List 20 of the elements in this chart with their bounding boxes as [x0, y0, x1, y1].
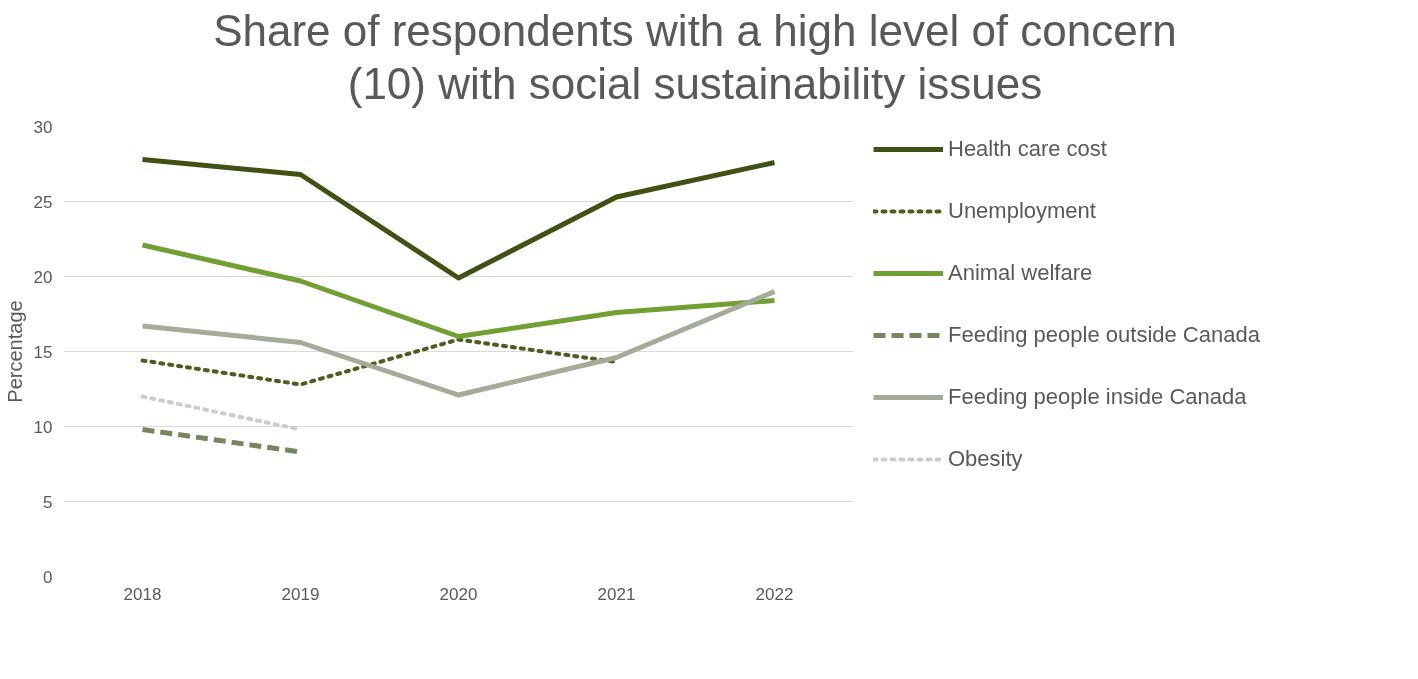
y-tick-label: 0: [43, 567, 53, 587]
x-tick-label: 2020: [439, 584, 478, 604]
x-tick-label: 2022: [755, 584, 794, 604]
legend-label: Feeding people outside Canada: [948, 321, 1260, 348]
x-tick-label: 2018: [123, 584, 162, 604]
y-tick-label: 25: [33, 192, 53, 212]
legend-label: Feeding people inside Canada: [948, 383, 1247, 410]
legend-label: Obesity: [948, 445, 1023, 472]
y-tick-label: 15: [33, 342, 53, 362]
legend-label: Health care cost: [948, 135, 1107, 162]
y-tick-label: 20: [33, 267, 53, 287]
y-axis-title: Percentage: [3, 299, 26, 403]
y-tick-label: 30: [33, 117, 53, 137]
x-tick-label: 2021: [597, 584, 636, 604]
y-tick-label: 10: [33, 417, 53, 437]
legend-label: Animal welfare: [948, 259, 1093, 286]
x-tick-label: 2019: [281, 584, 320, 604]
chart-title: Share of respondents with a high level of concern (10) with social sustainability issues: [213, 5, 1177, 110]
y-tick-label: 5: [43, 492, 53, 512]
legend-label: Unemployment: [948, 197, 1096, 224]
